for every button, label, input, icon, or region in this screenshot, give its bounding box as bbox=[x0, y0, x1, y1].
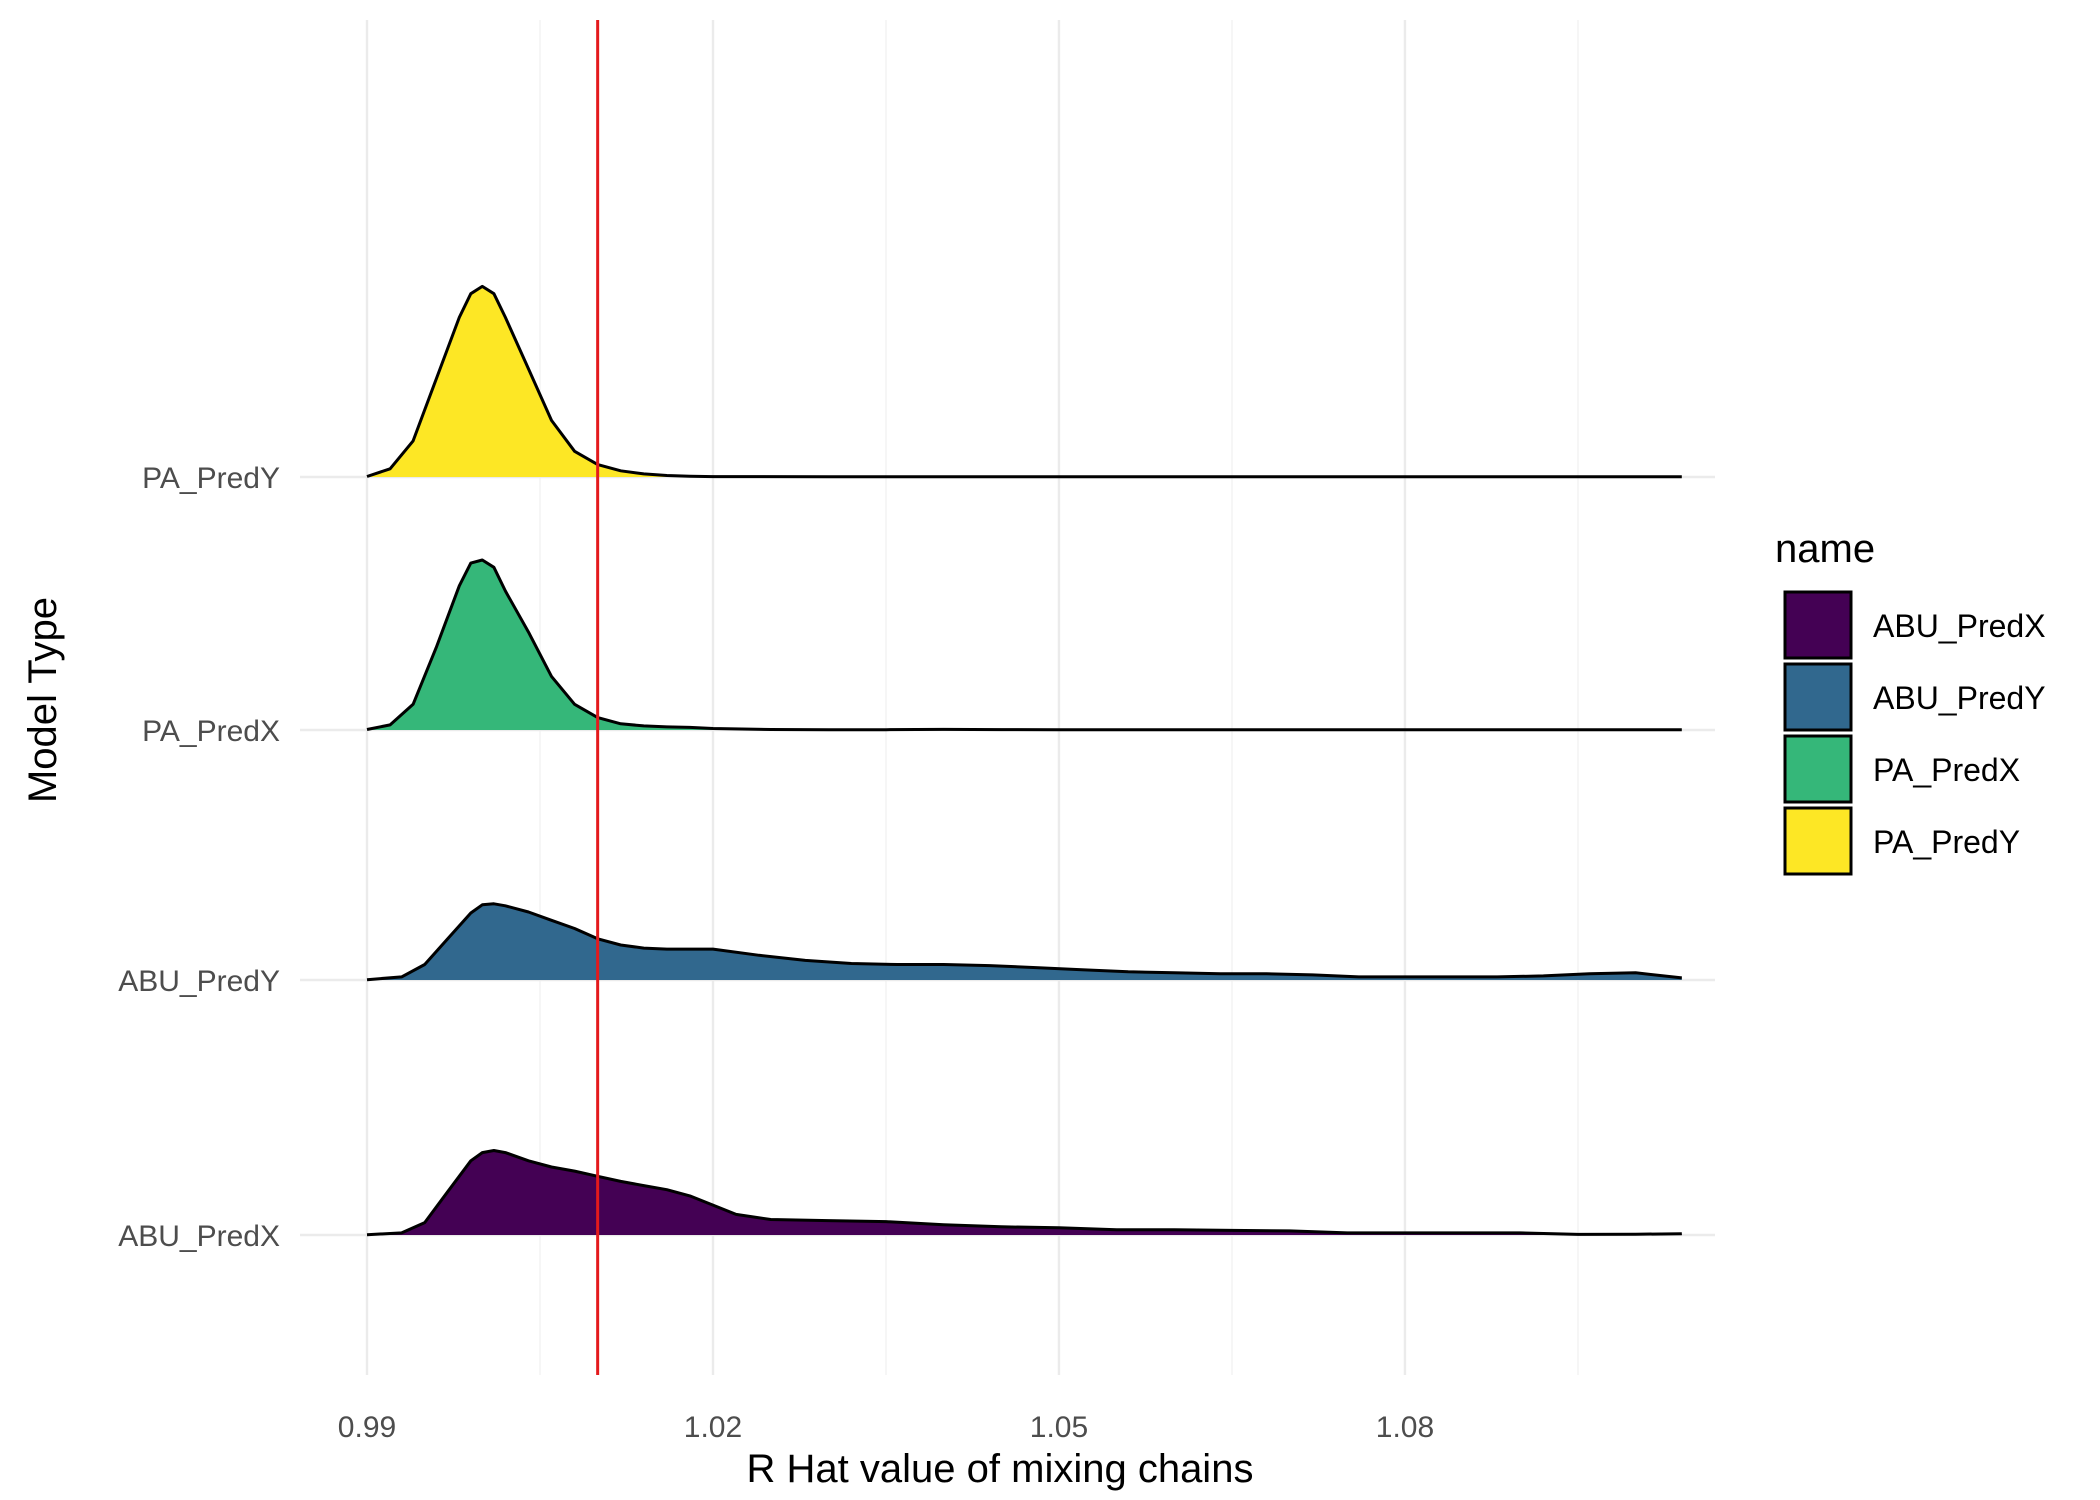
x-tick-label: 1.02 bbox=[684, 1411, 742, 1444]
legend-key-PA_PredY bbox=[1783, 806, 1853, 876]
ridge-fill-PA_PredY bbox=[367, 286, 1682, 477]
ridge-fill-PA_PredX bbox=[367, 560, 1682, 730]
legend-label: PA_PredY bbox=[1873, 824, 2020, 860]
legend-key-PA_PredX bbox=[1783, 734, 1853, 804]
ridge-outline-ABU_PredY bbox=[366, 902, 1682, 982]
legend-label: ABU_PredY bbox=[1873, 680, 2046, 716]
x-tick-label: 1.05 bbox=[1030, 1411, 1088, 1444]
y-axis-title: Model Type bbox=[21, 597, 65, 803]
legend-label: ABU_PredX bbox=[1873, 608, 2046, 644]
density-ridges bbox=[366, 284, 1682, 1237]
legend-title: name bbox=[1775, 527, 1875, 571]
ridge-fill-ABU_PredY bbox=[367, 903, 1682, 980]
y-tick-label: PA_PredX bbox=[142, 715, 280, 748]
x-tick-label: 1.08 bbox=[1376, 1411, 1434, 1444]
legend-label: PA_PredX bbox=[1873, 752, 2020, 788]
ridge-fill-ABU_PredX bbox=[367, 1150, 1682, 1235]
y-tick-label: PA_PredY bbox=[142, 462, 280, 495]
x-axis-ticks: 0.99 1.02 1.05 1.08 bbox=[338, 1411, 1434, 1444]
ridge-outline-ABU_PredX bbox=[366, 1149, 1682, 1237]
y-axis-ticks: ABU_PredX ABU_PredY PA_PredX PA_PredY bbox=[118, 462, 280, 1253]
legend: name ABU_PredX ABU_PredY PA_PredX PA_PredY bbox=[1775, 527, 2046, 876]
ridge-outline-PA_PredX bbox=[366, 558, 1682, 732]
x-axis-title: R Hat value of mixing chains bbox=[747, 1447, 1254, 1491]
ridge-outline-PA_PredY bbox=[366, 284, 1682, 479]
y-tick-label: ABU_PredY bbox=[118, 965, 280, 998]
y-tick-label: ABU_PredX bbox=[118, 1220, 280, 1253]
x-tick-label: 0.99 bbox=[338, 1411, 396, 1444]
legend-key-ABU_PredY bbox=[1783, 662, 1853, 732]
legend-key-ABU_PredX bbox=[1783, 590, 1853, 660]
